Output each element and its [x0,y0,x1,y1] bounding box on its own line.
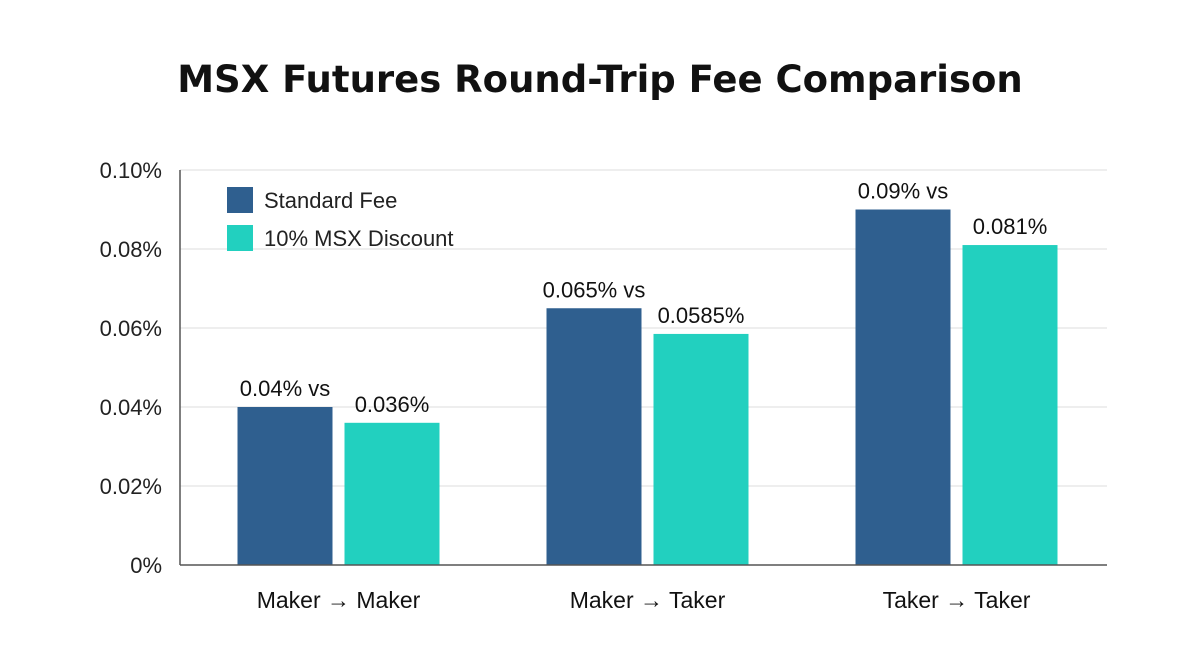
x-category-label: Taker → Taker [883,587,1031,613]
y-tick-label: 0.04% [100,395,162,420]
grid-lines [180,169,1107,487]
y-tick-label: 0.02% [100,474,162,499]
x-axis-categories: Maker → Maker Maker → Taker Taker → Taker [257,587,1031,613]
y-tick-label: 0% [130,553,162,578]
y-tick-label: 0.08% [100,237,162,262]
legend-label-standard-fee: Standard Fee [264,188,397,213]
bar-standard-2 [546,308,642,565]
bar-discount-3 [962,245,1058,566]
bar-discount-1 [344,422,440,565]
x-category-label: Maker → Taker [570,587,726,613]
bar-standard-1 [237,407,333,565]
x-category-label: Maker → Maker [257,587,421,613]
legend-swatch-standard-fee [227,187,253,213]
bars [237,209,1058,566]
legend-swatch-msx-discount [227,225,253,251]
chart-title: MSX Futures Round-Trip Fee Comparison [177,58,1023,101]
y-tick-label: 0.06% [100,316,162,341]
data-label: 0.065% vs [543,277,646,302]
y-tick-label: 0.10% [100,158,162,183]
data-label: 0.036% [355,392,430,417]
bar-discount-2 [653,333,749,565]
data-label: 0.04% vs [240,376,331,401]
y-axis-ticks: 0% 0.02% 0.04% 0.06% 0.08% 0.10% [100,158,162,578]
bar-standard-3 [855,209,951,565]
legend: Standard Fee 10% MSX Discount [227,187,454,251]
data-labels: 0.04% vs 0.036% 0.065% vs 0.0585% 0.09% vs 0.… [240,179,1048,417]
data-label: 0.0585% [658,303,745,328]
legend-label-msx-discount: 10% MSX Discount [264,226,454,251]
data-label: 0.09% vs [858,179,949,204]
data-label: 0.081% [973,214,1048,239]
